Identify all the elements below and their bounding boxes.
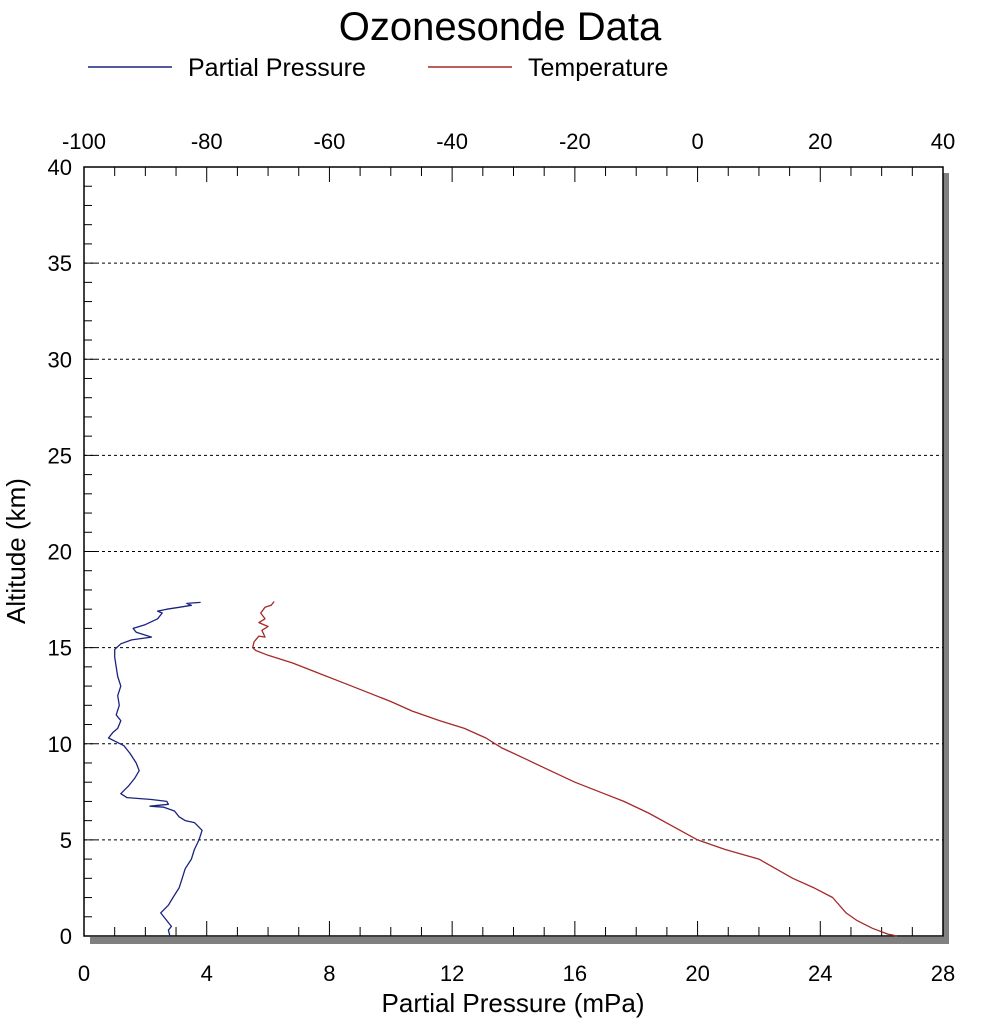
y-tick-label: 5 <box>60 828 72 853</box>
chart-title: Ozonesonde Data <box>339 5 662 49</box>
x2-tick-label: -20 <box>559 129 591 154</box>
y-tick-label: 30 <box>48 347 72 372</box>
x2-tick-label: 40 <box>931 129 955 154</box>
legend-label-partial-pressure: Partial Pressure <box>188 54 366 82</box>
x-tick-label: 4 <box>201 961 213 986</box>
x-tick-label: 28 <box>931 961 955 986</box>
y-tick-label: 0 <box>60 924 72 949</box>
plot-shadow-bottom <box>90 937 949 944</box>
x2-tick-label: 20 <box>808 129 832 154</box>
x-tick-label: 8 <box>323 961 335 986</box>
y-tick-label: 35 <box>48 251 72 276</box>
x-tick-label: 12 <box>440 961 464 986</box>
y-tick-label: 25 <box>48 443 72 468</box>
tick-layer: 0 5 10 15 20 25 30 35 40 0 4 8 12 16 20 24 28 -100 -80 -60 -… <box>48 129 956 986</box>
y-axis-title: Altitude (km) <box>1 478 31 624</box>
x-tick-label: 20 <box>685 961 709 986</box>
x-axis-title: Partial Pressure (mPa) <box>382 988 645 1018</box>
x2-tick-label: -40 <box>436 129 468 154</box>
x2-tick-label: -60 <box>314 129 346 154</box>
series-layer <box>107 601 898 937</box>
x-tick-label: 24 <box>808 961 832 986</box>
series-line-temperature <box>252 601 898 937</box>
legend-label-temperature: Temperature <box>528 54 668 82</box>
x2-tick-label: -100 <box>62 129 106 154</box>
x2-tick-label: 0 <box>691 129 703 154</box>
x-tick-label: 0 <box>78 961 90 986</box>
y-tick-label: 20 <box>48 540 72 565</box>
y-tick-label: 10 <box>48 732 72 757</box>
y-tick-label: 40 <box>48 155 72 180</box>
series-line-partial-pressure <box>107 601 203 937</box>
x2-tick-label: -80 <box>191 129 223 154</box>
y-tick-label: 15 <box>48 636 72 661</box>
grid-layer <box>84 262 943 841</box>
plot-shadow-right <box>943 173 949 944</box>
x-tick-label: 16 <box>563 961 587 986</box>
legend: Partial Pressure Temperature <box>88 54 668 82</box>
